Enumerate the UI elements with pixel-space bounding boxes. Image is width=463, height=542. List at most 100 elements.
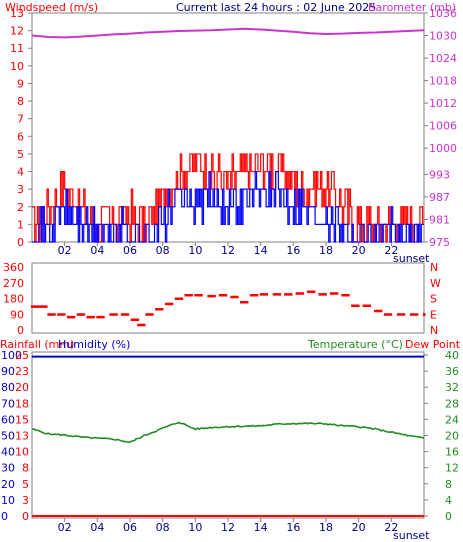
x-tick-label: 10 [188,244,202,257]
compass-tick-label: W [430,277,441,290]
windspeed-tick-label: 7 [17,113,24,126]
direction-point [188,294,191,297]
humidity-tick-label: 80 [1,381,15,394]
direction-point [34,305,38,308]
direction-point [333,292,337,295]
direction-point [379,309,383,313]
direction-point [232,295,235,299]
direction-point [222,294,226,297]
barometer-series-line [31,27,425,39]
direction-point [164,302,168,306]
direction-point [109,313,112,316]
direction-point [301,292,304,295]
direction-point [159,308,162,311]
temperature-panel-frame [31,351,425,519]
barometer-tick-label: 987 [429,191,450,204]
temperature-tick-label: 20 [445,430,459,443]
direction-point [98,315,101,319]
direction-tick-label: 270 [3,277,24,290]
barometer-tick-label: 993 [429,168,450,181]
direction-point [51,313,54,316]
direction-point [353,304,356,307]
direction-point [307,290,310,293]
sunset-label-bottom: sunset [393,529,430,542]
direction-tick-label: 90 [10,308,24,321]
direction-point [49,313,52,316]
direction-point [194,294,197,297]
direction-point [31,305,34,308]
direction-point [122,313,126,316]
direction-point [322,293,325,296]
compass-tick-label: N [430,261,438,274]
x-tick-label: 02 [58,244,72,257]
direction-point [423,313,426,316]
rainfall-axis-title: Rainfall (mm) [0,338,74,351]
barometer-tick-label: 1030 [429,30,457,43]
compass-tick-label: N [430,324,438,337]
direction-tick-label: 0 [17,324,24,337]
humidity-tick-label: 100 [1,349,22,362]
direction-point [259,293,263,296]
windspeed-tick-label: 10 [10,60,24,73]
direction-point [132,318,136,321]
direction-point [174,297,178,300]
direction-point [176,297,180,300]
barometer-tick-label: 1000 [429,142,457,155]
direction-point [186,294,189,297]
direction-point [207,294,210,298]
direction-point [36,305,40,308]
direction-point [184,294,188,297]
direction-point [61,313,64,316]
direction-point [377,309,381,313]
humidity-tick-label: 0 [1,510,8,523]
temperature-series-line [31,421,425,444]
temperature-tick-label: 8 [445,478,452,491]
direction-point [335,292,339,295]
temperature-tick-label: 40 [445,349,459,362]
direction-point [240,301,243,304]
chart-title: Current last 24 hours : 02 June 2025 [176,1,376,14]
direction-point [308,290,312,293]
direction-point [147,313,150,316]
windspeed-tick-label: 8 [17,95,24,108]
rainfall-tick-label: 0 [22,510,29,523]
direction-point [137,323,140,327]
direction-point [198,294,201,297]
direction-point [299,292,303,295]
direction-point [263,293,267,296]
direction-point [80,313,84,316]
direction-point [284,293,287,296]
direction-point [375,309,379,313]
temperature-tick-label: 24 [445,413,459,426]
direction-point [218,294,222,297]
direction-point [413,313,417,316]
humidity-tick-label: 40 [1,446,15,459]
direction-point [355,304,358,307]
barometer-tick-label: 981 [429,213,450,226]
x-tick-label: 14 [254,521,268,534]
direction-panel-frame [31,262,425,334]
direction-point [59,313,62,316]
humidity-tick-label: 90 [1,365,15,378]
direction-point [234,295,237,299]
humidity-tick-label: 60 [1,413,15,426]
rainfall-tick-label: 10 [15,446,29,459]
direction-point [111,313,114,316]
windspeed-tick-label: 13 [10,7,24,20]
direction-point [66,315,70,319]
x-tick-label: 12 [221,521,235,534]
rainfall-tick-label: 25 [15,349,29,362]
temperature-tick-label: 0 [445,510,452,523]
direction-point [47,313,50,316]
barometer-axis-title: Barometer (mb) [368,1,456,14]
x-tick-label: 12 [221,244,235,257]
direction-point [400,313,404,316]
humidity-tick-label: 10 [1,494,15,507]
direction-point [115,313,118,316]
direction-point [224,294,228,297]
direction-point [310,290,314,293]
direction-point [343,294,346,297]
direction-point [286,293,289,296]
barometer-tick-label: 1018 [429,75,457,88]
humidity-tick-label: 50 [1,430,15,443]
